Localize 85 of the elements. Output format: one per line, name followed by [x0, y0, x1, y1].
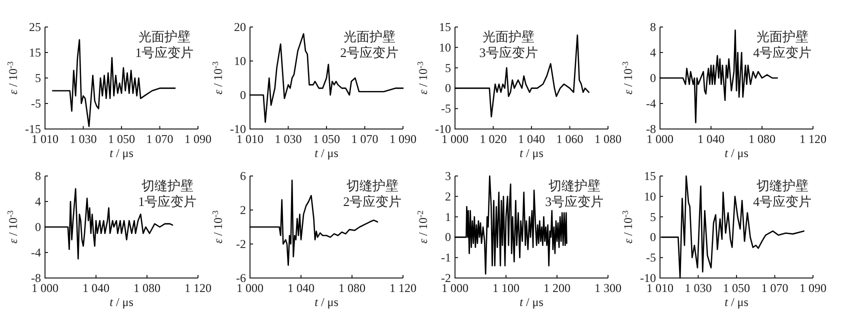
x-tick-label: 1 080 — [338, 281, 366, 295]
x-tick-label: 1 030 — [684, 281, 712, 295]
x-tick-label: 1 120 — [390, 281, 416, 295]
x-tick-label: 1 120 — [800, 132, 826, 146]
y-tick-label: 0 — [650, 230, 656, 244]
x-tick-label: 1 040 — [82, 281, 110, 295]
x-tick-label: 1 060 — [556, 132, 584, 146]
x-axis-title: t / μs — [724, 295, 749, 309]
x-tick-label: 1 200 — [544, 281, 570, 295]
x-tick-label: 1 100 — [492, 281, 520, 295]
annotation: 切缝护壁 — [756, 178, 808, 193]
x-tick-label: 1 090 — [390, 132, 416, 146]
y-tick-label: -2 — [236, 237, 246, 251]
x-axis-title: t / μs — [520, 295, 544, 309]
annotation: 1号应变片 — [138, 194, 197, 209]
annotation: 3号应变片 — [479, 45, 538, 60]
y-tick-label: -5 — [441, 102, 451, 116]
x-tick-label: 1 300 — [594, 281, 622, 295]
y-tick-label: 1 — [445, 210, 451, 224]
y-tick-label: 15 — [29, 46, 41, 60]
annotation: 光面护壁 — [482, 29, 535, 44]
x-tick-label: 1 040 — [698, 132, 724, 146]
x-axis-title: t / μs — [314, 146, 339, 160]
x-tick-label: 1 020 — [480, 132, 507, 146]
y-tick-label: -4 — [31, 246, 41, 260]
y-tick-label: 4 — [35, 194, 41, 208]
y-tick-label: 0 — [240, 88, 246, 102]
y-tick-label: 10 — [234, 54, 246, 68]
x-tick-label: 1 040 — [288, 281, 314, 295]
y-tick-label: 5 — [445, 60, 451, 75]
x-axis-title: t / μs — [520, 146, 544, 160]
y-tick-label: 6 — [240, 169, 246, 183]
x-tick-label: 1 080 — [594, 132, 622, 146]
y-tick-label: 2 — [240, 203, 246, 217]
x-tick-label: 1 070 — [761, 281, 788, 295]
x-tick-label: 1 080 — [134, 281, 160, 295]
y-tick-label: 20 — [234, 20, 246, 34]
x-axis-title: t / μs — [110, 146, 134, 160]
y-tick-label: 0 — [445, 230, 451, 244]
y-tick-label: -4 — [646, 96, 656, 110]
x-tick-label: 1 090 — [184, 132, 212, 146]
x-tick-label: 1 070 — [146, 132, 174, 146]
x-tick-label: 1 120 — [184, 281, 212, 295]
y-tick-label: 5 — [650, 210, 656, 224]
y-tick-label: 10 — [644, 189, 656, 204]
y-tick-label: 0 — [650, 71, 656, 85]
y-tick-label: 4 — [650, 46, 656, 60]
x-tick-label: 1 030 — [70, 132, 97, 146]
y-tick-label: 0 — [35, 220, 41, 234]
y-tick-label: -1 — [441, 250, 451, 265]
annotation: 1号应变片 — [135, 45, 194, 60]
y-tick-label: 15 — [644, 169, 656, 183]
x-tick-label: 1 090 — [800, 281, 826, 295]
x-axis-title: t / μs — [314, 295, 339, 309]
annotation: 切缝护壁 — [141, 178, 194, 193]
y-tick-label: 15 — [439, 20, 451, 34]
annotation: 切缝护壁 — [548, 178, 600, 193]
y-tick-label: 25 — [29, 20, 41, 34]
y-tick-label: 0 — [445, 81, 451, 96]
x-tick-label: 1 070 — [351, 132, 378, 146]
x-tick-label: 1 040 — [518, 132, 545, 146]
y-tick-label: 3 — [445, 169, 451, 183]
annotation: 3号应变片 — [545, 194, 604, 209]
annotation: 光面护壁 — [756, 29, 808, 44]
y-tick-label: -5 — [31, 96, 41, 110]
annotation: 2号应变片 — [343, 194, 402, 209]
x-tick-label: 1 050 — [108, 132, 135, 146]
x-axis-title: t / μs — [110, 295, 134, 309]
annotation: 4号应变片 — [753, 194, 812, 209]
annotation: 2号应变片 — [340, 45, 399, 60]
y-tick-label: 8 — [35, 169, 41, 183]
annotation: 切缝护壁 — [346, 178, 398, 193]
x-tick-label: 1 030 — [274, 132, 302, 146]
annotation: 4号应变片 — [753, 45, 812, 60]
y-tick-label: 2 — [445, 189, 451, 204]
y-tick-label: 5 — [35, 71, 41, 85]
y-tick-label: 8 — [650, 20, 656, 34]
y-tick-label: -5 — [646, 250, 656, 265]
annotation: 光面护壁 — [138, 29, 190, 44]
x-tick-label: 1 080 — [748, 132, 776, 146]
x-tick-label: 1 050 — [723, 281, 750, 295]
x-tick-label: 1 050 — [313, 132, 340, 146]
y-tick-label: 10 — [439, 40, 451, 54]
x-axis-title: t / μs — [724, 146, 749, 160]
annotation: 光面护壁 — [343, 29, 396, 44]
